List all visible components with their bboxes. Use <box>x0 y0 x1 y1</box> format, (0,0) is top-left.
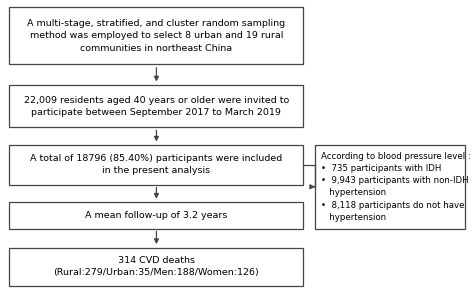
Bar <box>9 145 303 185</box>
Text: 22,009 residents aged 40 years or older were invited to
participate between Sept: 22,009 residents aged 40 years or older … <box>24 96 289 117</box>
Bar <box>9 85 303 127</box>
Bar <box>9 7 303 64</box>
Bar <box>315 145 465 229</box>
Text: A multi-stage, stratified, and cluster random sampling
method was employed to se: A multi-stage, stratified, and cluster r… <box>27 19 285 52</box>
Bar <box>9 248 303 286</box>
Text: According to blood pressure level :
•  735 participants with IDH
•  9,943 partic: According to blood pressure level : • 73… <box>321 152 471 222</box>
Text: A mean follow-up of 3.2 years: A mean follow-up of 3.2 years <box>85 211 228 220</box>
Bar <box>9 202 303 229</box>
Text: 314 CVD deaths
(Rural:279/Urban:35/Men:188/Women:126): 314 CVD deaths (Rural:279/Urban:35/Men:1… <box>54 256 259 277</box>
Text: A total of 18796 (85.40%) participants were included
in the present analysis: A total of 18796 (85.40%) participants w… <box>30 154 283 176</box>
